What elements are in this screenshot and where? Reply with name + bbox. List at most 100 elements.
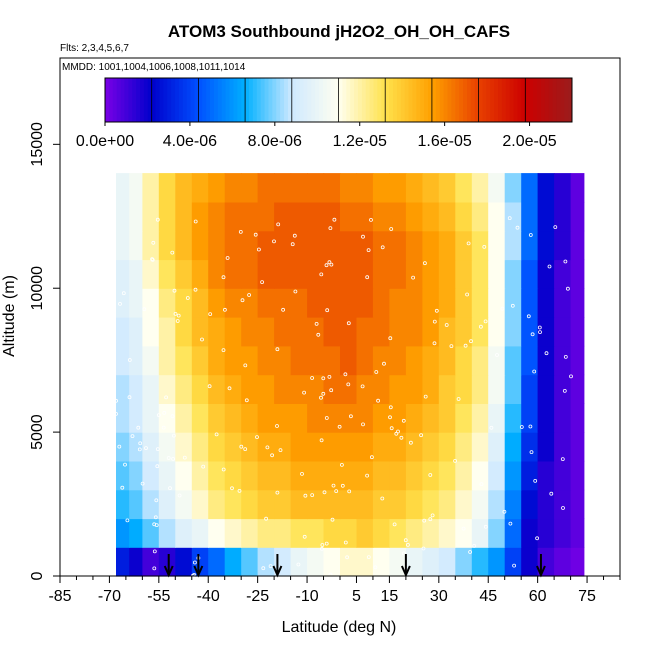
heatmap-cell — [372, 403, 390, 433]
heatmap-cell — [191, 460, 209, 491]
heatmap-cell — [241, 489, 259, 520]
heatmap-cell — [116, 173, 130, 203]
colorbar-segment — [447, 78, 452, 122]
heatmap-cell — [405, 317, 423, 347]
heatmap-cell — [257, 374, 275, 404]
heatmap-cell — [389, 317, 407, 347]
heatmap-cell — [323, 518, 341, 548]
heatmap-cell — [554, 288, 572, 318]
sample-dot — [423, 394, 428, 399]
sample-dot — [408, 440, 413, 445]
sample-dot — [155, 217, 160, 222]
heatmap-cell — [356, 345, 374, 376]
heatmap-cell — [175, 403, 193, 433]
heatmap-cell — [257, 230, 275, 261]
heatmap-cell — [504, 374, 522, 404]
heatmap-cell — [554, 173, 572, 203]
sample-dot — [316, 332, 321, 337]
sample-dot — [127, 395, 132, 400]
heatmap-cell — [241, 374, 259, 404]
sample-dot — [369, 217, 373, 222]
heatmap-cell — [521, 317, 539, 347]
sample-dot — [310, 376, 315, 380]
heatmap-cell — [191, 173, 209, 203]
heatmap-cell — [257, 317, 275, 347]
sample-dot — [303, 493, 308, 498]
heatmap-cell — [191, 403, 209, 433]
sample-dot — [526, 314, 531, 319]
heatmap-cell — [208, 489, 226, 520]
sample-dot — [411, 275, 416, 280]
heatmap-cell — [389, 547, 407, 577]
heatmap-cell — [116, 403, 130, 433]
heatmap-cell — [372, 518, 390, 548]
heatmap-cell — [158, 345, 176, 376]
sample-dot — [327, 374, 332, 379]
sample-dot — [182, 455, 187, 460]
sample-dot — [243, 363, 248, 368]
heatmap-cell — [208, 173, 226, 203]
sample-dot — [345, 555, 350, 560]
colorbar-segment — [319, 78, 324, 122]
heatmap-cell — [455, 230, 473, 261]
sample-dot — [332, 217, 337, 222]
heatmap-cell — [208, 259, 226, 289]
colorbar-segment — [120, 78, 125, 122]
x-tick-label: 75 — [578, 588, 596, 605]
sample-dot — [125, 518, 130, 523]
sample-dot — [512, 563, 516, 568]
sample-dot — [275, 424, 279, 428]
sample-dot — [538, 330, 542, 335]
profile-arrowhead — [272, 565, 283, 578]
sample-dot — [247, 293, 252, 297]
heatmap-cell — [471, 259, 489, 289]
colorbar-segment — [116, 78, 122, 122]
heatmap-cell — [158, 374, 176, 404]
sample-dot — [403, 538, 408, 543]
sample-dot — [399, 435, 404, 440]
colorbar-segment — [424, 78, 429, 122]
heatmap-cell — [191, 201, 209, 232]
sample-dot — [230, 486, 234, 491]
colorbar-segment — [210, 78, 215, 122]
colorbar-segment — [459, 78, 464, 122]
heatmap-cell — [208, 403, 226, 433]
heatmap-cell — [323, 345, 341, 376]
heatmap-cell — [554, 460, 572, 491]
heatmap-cell — [191, 374, 209, 404]
x-tick-label: 5 — [352, 588, 361, 605]
heatmap-cell — [241, 317, 259, 347]
colorbar-tick-label: 0.0e+00 — [76, 133, 134, 150]
heatmap-cell — [340, 345, 358, 376]
sample-dot — [360, 384, 365, 389]
heatmap-cell — [455, 317, 473, 347]
sample-dot — [127, 358, 132, 362]
sample-dot — [253, 232, 258, 237]
sample-dot — [175, 319, 180, 323]
heatmap-cell — [208, 460, 226, 491]
sample-dot — [222, 307, 227, 312]
heatmap-cell — [208, 288, 226, 318]
colorbar-frame — [104, 77, 573, 123]
heatmap-cell — [537, 317, 555, 347]
sample-dot — [214, 432, 219, 437]
sample-dot — [261, 566, 266, 571]
heatmap-cell — [471, 403, 489, 433]
heatmap-cell — [389, 489, 407, 520]
heatmap-cell — [389, 432, 407, 462]
heatmap-cell — [129, 173, 143, 203]
colorbar-segment — [455, 78, 460, 122]
sample-dot — [528, 424, 533, 429]
heatmap-cell — [372, 317, 390, 347]
sample-dot — [365, 473, 370, 478]
colorbar-segment — [315, 78, 320, 122]
heatmap-cell — [142, 547, 160, 577]
sample-dot — [330, 517, 335, 522]
y-tick-label: 0 — [29, 571, 46, 580]
sample-dot — [533, 478, 538, 483]
colorbar-segment — [389, 78, 394, 122]
heatmap-cell — [422, 518, 440, 548]
heatmap-cell — [224, 518, 242, 548]
heatmap-cell — [191, 345, 209, 376]
heatmap-cell — [129, 201, 143, 232]
